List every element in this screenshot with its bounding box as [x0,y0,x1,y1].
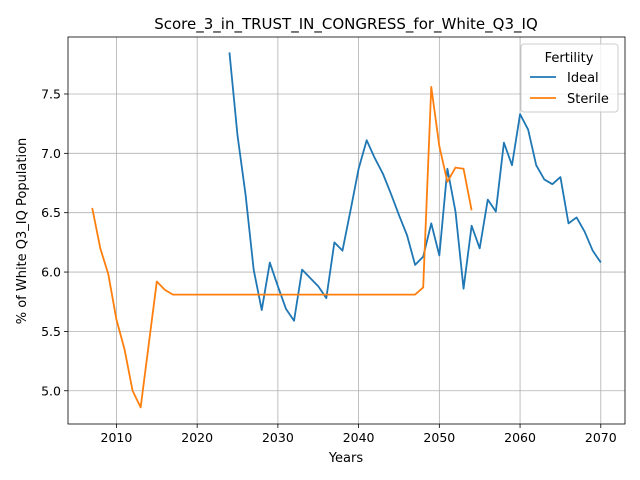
legend-title: Fertility [545,51,594,66]
x-tick-label: 2070 [585,430,617,445]
y-tick-label: 6.0 [41,265,61,280]
x-axis-label: Years [328,451,364,466]
series-lines [91,52,602,409]
y-axis-label: % of White Q3_IQ Population [15,138,30,325]
y-tick-label: 6.5 [41,205,61,220]
legend-label-ideal: Ideal [567,71,599,86]
chart-title: Score_3_in_TRUST_IN_CONGRESS_for_White_Q… [154,15,538,34]
x-tick-label: 2050 [423,430,455,445]
legend-label-sterile: Sterile [567,92,609,107]
y-tick-label: 5.0 [41,383,61,398]
x-tick-label: 2020 [181,430,213,445]
x-tick-label: 2030 [262,430,294,445]
y-axis-ticks: 5.0 5.5 6.0 6.5 7.0 7.5 [41,86,68,398]
x-axis-ticks: 2010 2020 2030 2040 2050 2060 2070 [101,424,617,445]
legend-box [520,43,619,113]
x-tick-label: 2060 [504,430,536,445]
plot-frame [67,36,626,425]
x-tick-label: 2010 [101,430,133,445]
series-line-ideal [228,52,602,322]
y-tick-label: 7.5 [41,86,61,101]
grid-lines [68,37,625,424]
legend: Fertility Ideal Sterile [520,43,619,113]
x-tick-label: 2040 [343,430,375,445]
y-tick-label: 5.5 [41,324,61,339]
series-line-sterile [91,85,473,409]
y-tick-label: 7.0 [41,146,61,161]
